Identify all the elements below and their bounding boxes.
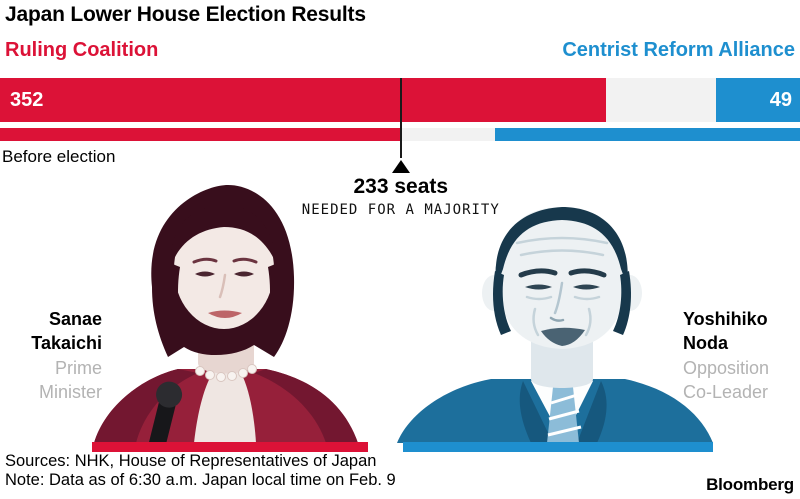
takaichi-label-block: Sanae Takaichi Prime Minister <box>0 307 102 404</box>
alliance-segment: 49 <box>715 78 800 122</box>
noda-label-block: Yoshihiko Noda Opposition Co-Leader <box>683 307 769 404</box>
takaichi-base-bar <box>92 442 368 452</box>
page-title: Japan Lower House Election Results <box>5 3 366 26</box>
before-election-label: Before election <box>2 147 116 166</box>
majority-seats-label: 233 seats <box>353 175 449 198</box>
alliance-seats-value: 49 <box>769 89 792 111</box>
noda-hair <box>495 207 628 285</box>
legend-ruling-coalition: Ruling Coalition <box>5 39 159 61</box>
noda-portrait-illustration <box>397 207 713 443</box>
takaichi-portrait <box>86 167 368 443</box>
before-ruling-coalition-segment <box>0 128 401 141</box>
sources-note: Sources: NHK, House of Representatives o… <box>5 452 377 470</box>
legend-centrist-reform-alliance: Centrist Reform Alliance <box>562 39 795 61</box>
ruling-coalition-segment: 352 <box>0 78 606 122</box>
noda-last-name: Noda <box>683 333 728 354</box>
noda-base-bar <box>403 442 713 452</box>
before-others-segment <box>400 128 496 141</box>
microphone-icon <box>146 381 183 443</box>
others-segment <box>605 78 716 122</box>
noda-portrait <box>395 191 715 443</box>
takaichi-role-line1: Prime <box>54 357 102 378</box>
takaichi-portrait-illustration <box>94 185 358 443</box>
bloomberg-logo: Bloomberg <box>706 475 794 494</box>
noda-face <box>498 207 626 349</box>
noda-first-name: Yoshihiko <box>683 309 768 329</box>
takaichi-last-name: Takaichi <box>31 333 102 354</box>
ruling-coalition-seats-value: 352 <box>10 89 44 111</box>
majority-marker-line <box>399 78 402 158</box>
takaichi-face <box>174 209 274 329</box>
majority-sublabel: NEEDED FOR A MAJORITY <box>301 202 500 218</box>
majority-marker-arrow-icon <box>391 160 410 173</box>
seats-bar-result: 352 49 <box>0 78 800 122</box>
noda-role-line1: Opposition <box>683 357 770 378</box>
takaichi-first-name: Sanae <box>48 309 102 329</box>
takaichi-role-line2: Minister <box>38 381 102 402</box>
noda-tie <box>547 387 582 443</box>
takaichi-pearl-necklace <box>195 364 257 382</box>
data-note: Note: Data as of 6:30 a.m. Japan local t… <box>5 471 396 489</box>
seats-bar-before-election <box>0 128 800 141</box>
noda-mouth <box>541 327 585 346</box>
before-alliance-segment <box>495 128 800 141</box>
noda-role-line2: Co-Leader <box>683 381 769 402</box>
